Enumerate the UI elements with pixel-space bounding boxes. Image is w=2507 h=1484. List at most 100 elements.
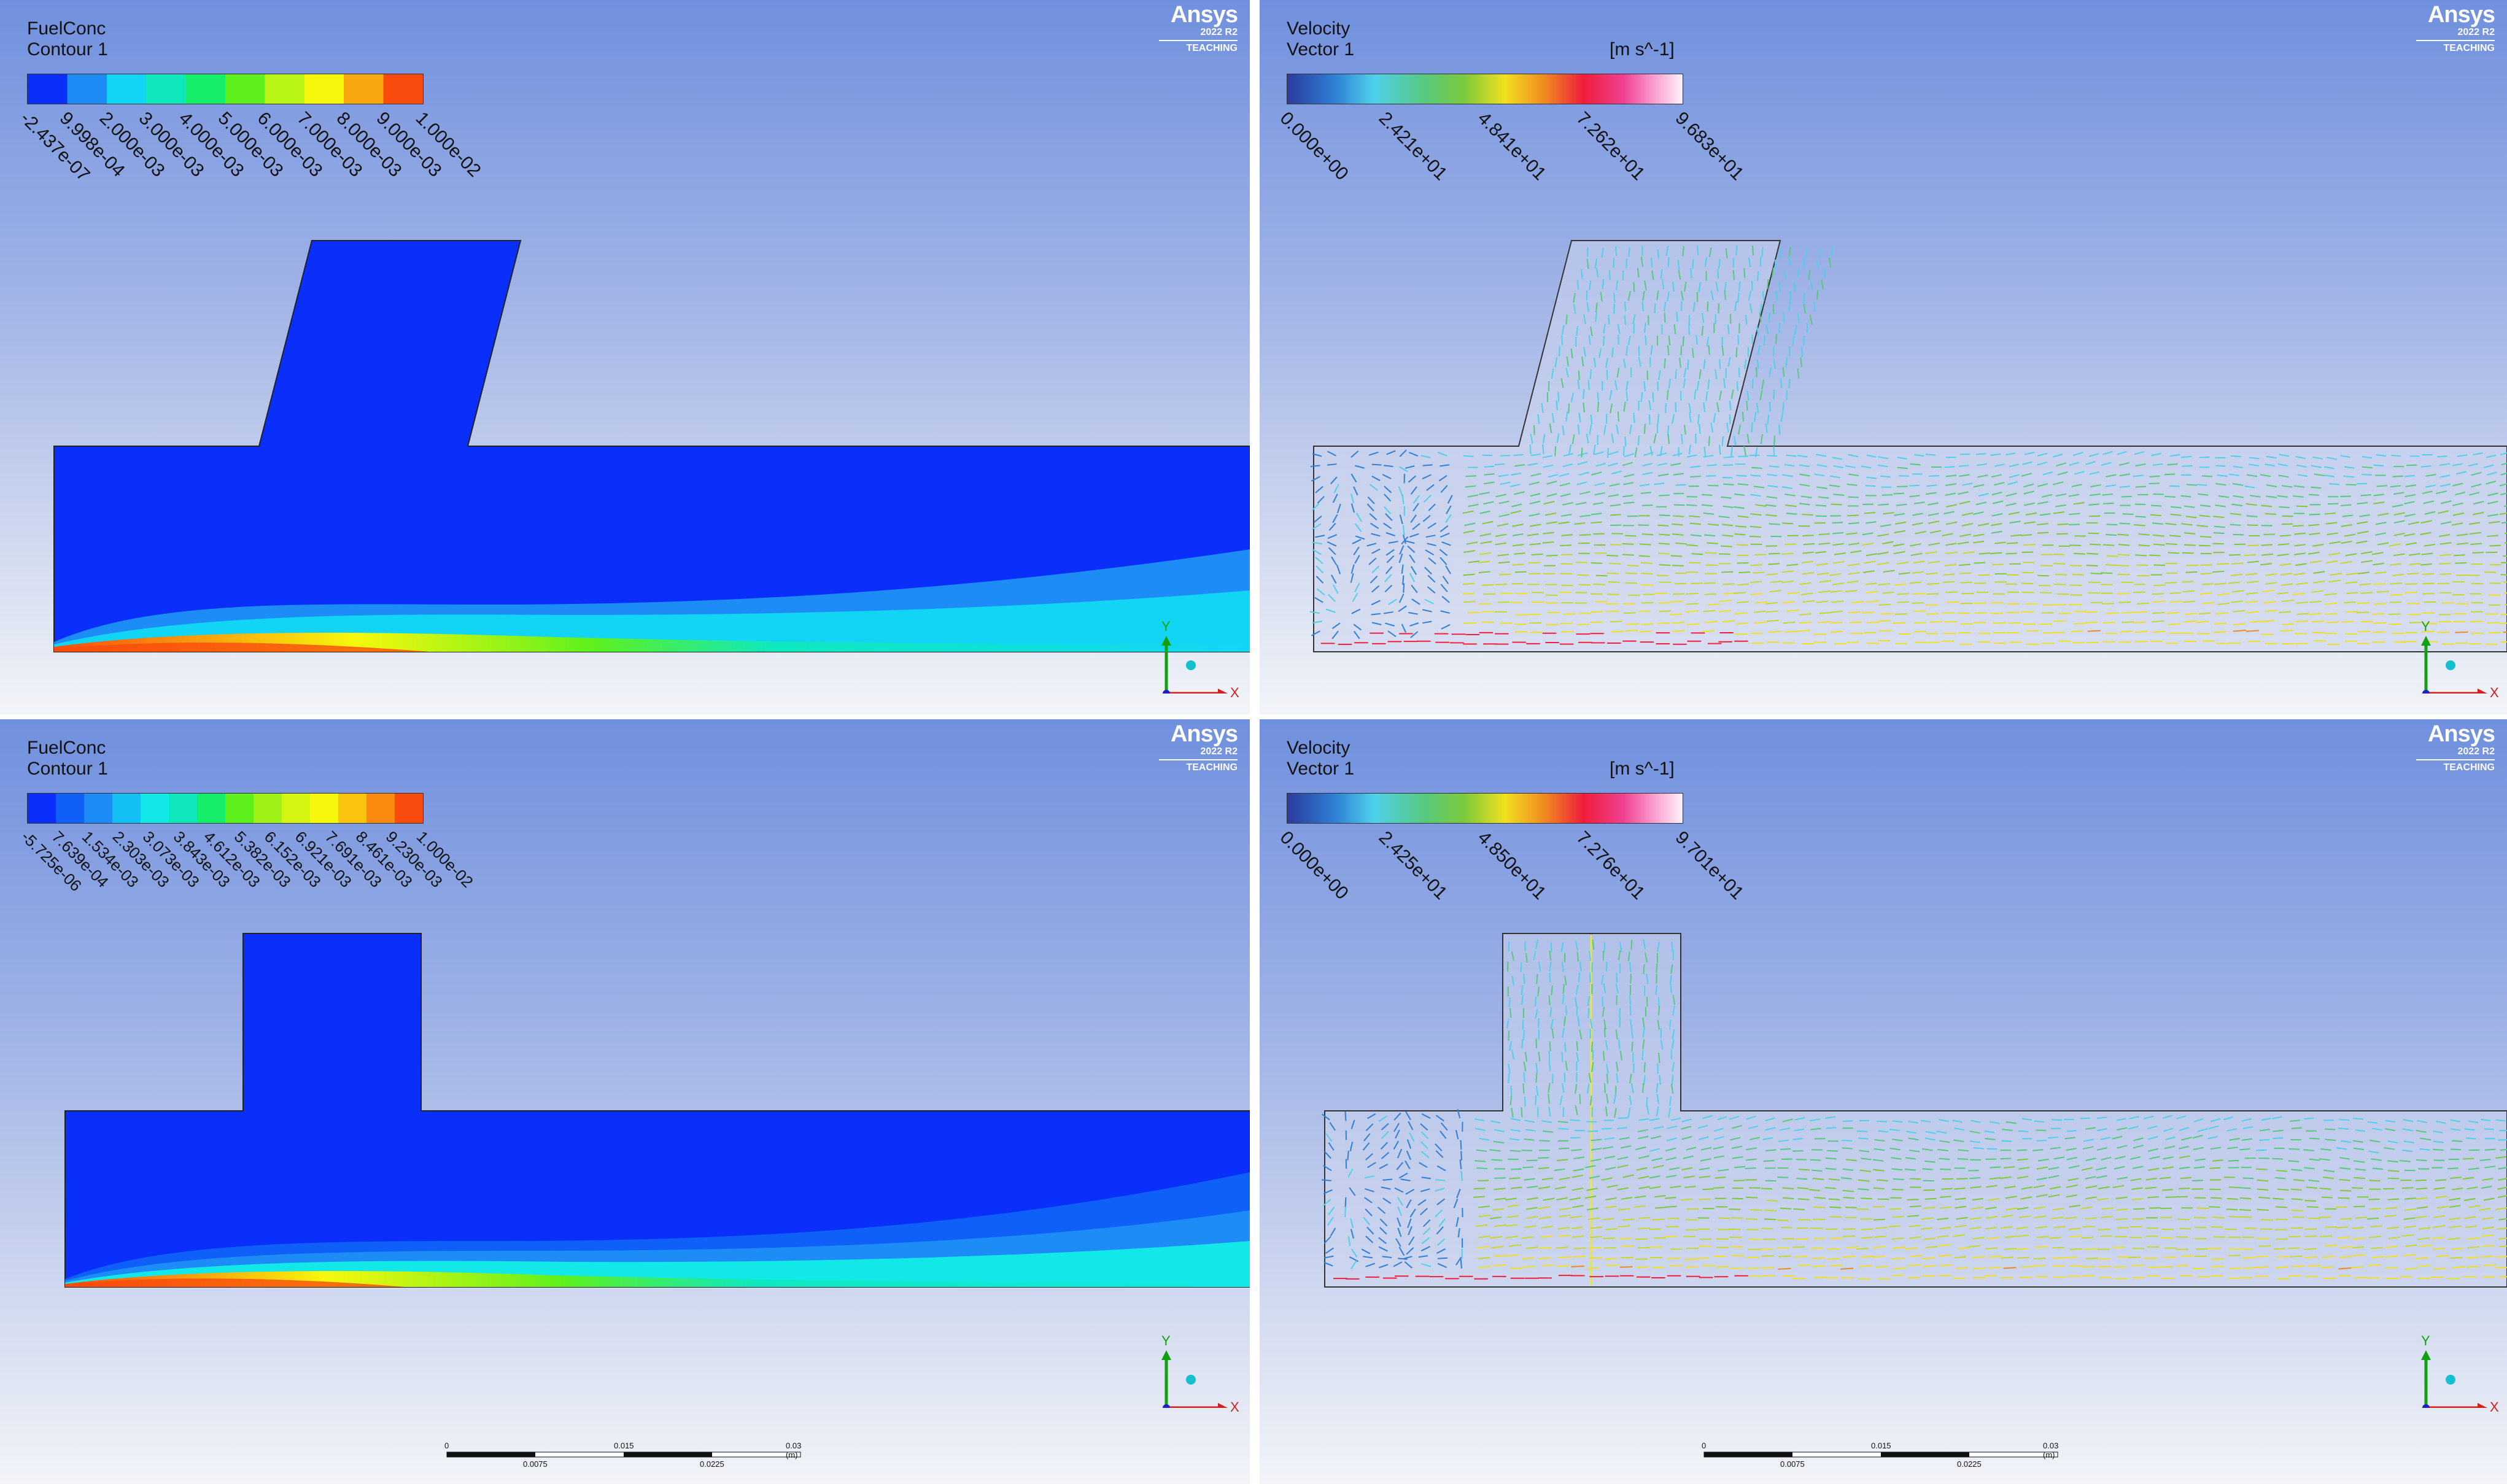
velocity-vector [1522, 1166, 1533, 1169]
velocity-vector [1398, 1246, 1405, 1256]
velocity-vector [1909, 543, 1921, 547]
velocity-vector [1670, 600, 1683, 603]
velocity-vector [1500, 455, 1511, 457]
velocity-vector [1559, 1095, 1563, 1106]
velocity-vector [2233, 623, 2246, 625]
velocity-vector [1641, 1050, 1644, 1061]
velocity-vector [2288, 1148, 2300, 1150]
velocity-vector [1570, 392, 1574, 403]
velocity-vector [1648, 400, 1651, 411]
viewport-velocity-bottom[interactable]: Velocity Vector 1 [m s^-1] Ansys 2022 R2… [1260, 719, 2507, 1484]
velocity-vector [1618, 1208, 1630, 1211]
velocity-vector [1527, 1185, 1538, 1189]
velocity-vector [2452, 502, 2463, 506]
velocity-vector [1945, 504, 1958, 508]
velocity-vector [2088, 532, 2099, 535]
velocity-vector [1557, 392, 1560, 402]
viewport-fuelconc-bottom[interactable]: FuelConc Contour 1 Ansys 2022 R2 TEACHIN… [0, 719, 1250, 1484]
velocity-vector [1781, 580, 1794, 584]
velocity-vector [1805, 248, 1808, 259]
velocity-vector [1316, 588, 1325, 596]
velocity-vector [2023, 490, 2034, 495]
velocity-vector [2468, 1167, 2479, 1170]
velocity-vector [1315, 565, 1324, 574]
velocity-vector [2450, 1128, 2461, 1131]
velocity-vector [2360, 592, 2373, 594]
velocity-vector [2185, 613, 2198, 616]
velocity-vector [2404, 513, 2416, 517]
velocity-vector [1928, 520, 1940, 524]
velocity-vector [2217, 593, 2230, 596]
velocity-vector [1664, 358, 1666, 369]
velocity-vector [2309, 1137, 2320, 1140]
velocity-vector [2152, 593, 2164, 595]
velocity-vector [1653, 433, 1657, 444]
velocity-vector [2295, 455, 2306, 459]
velocity-vector [1559, 1207, 1571, 1211]
velocity-vector [1508, 1073, 1510, 1084]
velocity-vector [2373, 631, 2386, 633]
velocity-vector [2169, 454, 2180, 457]
velocity-vector [1986, 1237, 1999, 1240]
velocity-vector [1989, 1255, 2002, 1258]
velocity-vector [1952, 1119, 1963, 1123]
velocity-vector [1556, 433, 1560, 443]
velocity-vector [1381, 1186, 1391, 1190]
velocity-vector [1616, 367, 1620, 378]
velocity-vector [2291, 1169, 2303, 1172]
velocity-vector [1538, 1051, 1541, 1062]
velocity-vector [1435, 1143, 1443, 1151]
domain-view[interactable] [1260, 0, 2507, 714]
velocity-vector [1325, 1133, 1333, 1142]
velocity-vector [1649, 446, 1653, 456]
velocity-vector [2106, 524, 2118, 526]
velocity-vector [1370, 575, 1378, 584]
velocity-vector [2369, 1139, 2381, 1143]
axis-triad: Y X [2419, 1333, 2505, 1415]
velocity-vector [1420, 1141, 1428, 1150]
velocity-vector [1719, 390, 1722, 401]
velocity-vector [1594, 258, 1598, 269]
velocity-vector [1845, 1159, 1857, 1162]
velocity-vector [2294, 552, 2306, 555]
domain-view[interactable] [0, 719, 1250, 1484]
velocity-vector [1401, 564, 1404, 574]
velocity-vector [2431, 1237, 2445, 1240]
velocity-vector [1406, 1150, 1411, 1161]
velocity-vector [1985, 1226, 1998, 1230]
viewport-velocity-top[interactable]: Velocity Vector 1 [m s^-1] Ansys 2022 R2… [1260, 0, 2507, 714]
velocity-vector [2324, 512, 2336, 515]
velocity-vector [1436, 1226, 1444, 1235]
velocity-vector [1606, 1184, 1618, 1188]
velocity-vector [1453, 1198, 1459, 1208]
velocity-vector [1780, 1127, 1791, 1131]
velocity-vector [1638, 1118, 1649, 1121]
velocity-vector [1398, 486, 1403, 497]
velocity-vector [1637, 268, 1640, 278]
velocity-vector [2424, 511, 2436, 515]
velocity-vector [1811, 1169, 1823, 1172]
viewport-fuelconc-top[interactable]: FuelConc Contour 1 Ansys 2022 R2 TEACHIN… [0, 0, 1250, 714]
velocity-vector [2403, 1119, 2414, 1123]
velocity-vector [2116, 1127, 2128, 1131]
velocity-vector [2053, 620, 2066, 622]
domain-view[interactable] [0, 0, 1250, 714]
velocity-vector [1646, 1104, 1649, 1115]
velocity-vector [1877, 1179, 1888, 1182]
velocity-vector [1704, 534, 1716, 537]
velocity-vector [1525, 953, 1528, 963]
velocity-vector [2483, 1264, 2497, 1267]
velocity-vector [1681, 1118, 1692, 1123]
velocity-vector [1829, 1206, 1842, 1208]
velocity-vector [2421, 552, 2433, 555]
velocity-vector [1707, 542, 1718, 544]
velocity-vector [2089, 471, 2100, 475]
velocity-vector [2053, 1156, 2065, 1160]
velocity-vector [2313, 571, 2325, 574]
velocity-vector [1775, 291, 1778, 301]
velocity-vector [1810, 1127, 1821, 1130]
velocity-vector [2117, 554, 2130, 556]
velocity-vector [1365, 1188, 1374, 1192]
velocity-vector [1929, 530, 1942, 534]
domain-view[interactable] [1260, 719, 2507, 1484]
